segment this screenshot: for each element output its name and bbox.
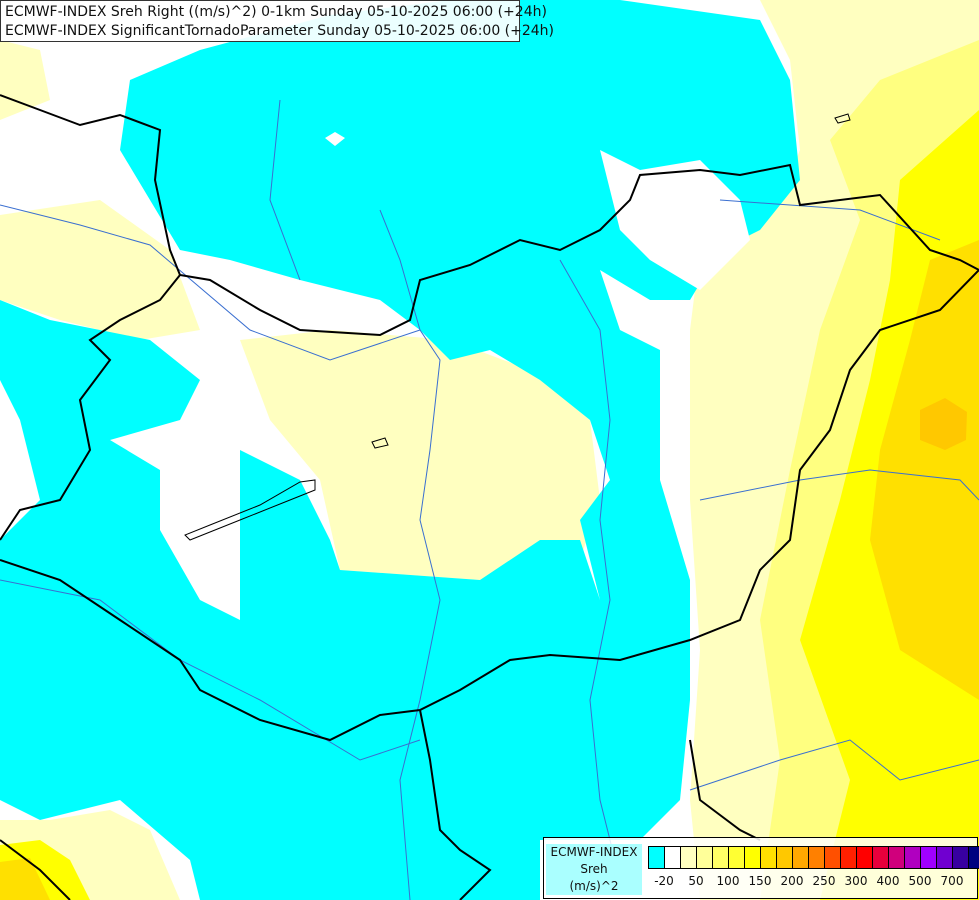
legend-tick-label: 150 xyxy=(748,874,772,888)
legend-swatch xyxy=(649,847,665,868)
legend-label-source: ECMWF-INDEX xyxy=(550,845,638,859)
sreh-zone-pale-yellow-center xyxy=(240,330,600,580)
border xyxy=(0,839,71,900)
country-borders xyxy=(0,94,979,900)
border xyxy=(0,94,979,337)
lake xyxy=(834,113,851,124)
sreh-zone-white-hole xyxy=(325,132,345,146)
legend-swatch xyxy=(745,847,761,868)
legend-tick-label: 50 xyxy=(688,874,704,888)
legend-swatch xyxy=(729,847,745,868)
sreh-zone-gold-east xyxy=(870,240,979,700)
legend-label-variable: Sreh xyxy=(580,862,608,876)
sreh-zone-orange-east xyxy=(920,398,967,450)
legend-color-bar xyxy=(648,846,979,869)
river xyxy=(269,99,301,281)
legend-tick-label: -20 xyxy=(654,874,674,888)
lake xyxy=(371,437,389,449)
legend-swatch xyxy=(889,847,905,868)
legend-tick-label: 200 xyxy=(780,874,804,888)
sreh-zone-gold-southwest xyxy=(0,858,50,900)
legend-swatch xyxy=(697,847,713,868)
border xyxy=(0,274,181,541)
legend-swatch xyxy=(665,847,681,868)
river xyxy=(699,469,979,501)
legend-swatch xyxy=(713,847,729,868)
color-legend: ECMWF-INDEX Sreh (m/s)^2 -20 50 100 150 200 2… xyxy=(543,837,979,899)
legend-tick-label: 100 xyxy=(716,874,740,888)
legend-swatch xyxy=(809,847,825,868)
legend-tick-label: 400 xyxy=(876,874,900,888)
sreh-zone-cyan-north xyxy=(0,0,800,900)
title-line-stp: ECMWF-INDEX SignificantTornadoParameter … xyxy=(5,23,555,39)
border xyxy=(0,269,979,742)
legend-swatch xyxy=(841,847,857,868)
legend-swatch xyxy=(953,847,969,868)
title-line-sreh: ECMWF-INDEX Sreh Right ((m/s)^2) 0-1km S… xyxy=(5,4,547,20)
legend-swatch xyxy=(681,847,697,868)
river xyxy=(0,204,441,900)
lake-balaton xyxy=(184,479,316,541)
legend-tick-label: 300 xyxy=(844,874,868,888)
legend-swatch xyxy=(793,847,809,868)
legend-label: ECMWF-INDEX Sreh (m/s)^2 xyxy=(546,844,642,895)
border xyxy=(419,709,492,900)
border xyxy=(689,739,761,841)
legend-tick-label: 250 xyxy=(812,874,836,888)
map-title-box: ECMWF-INDEX Sreh Right ((m/s)^2) 0-1km S… xyxy=(0,0,555,42)
legend-swatch xyxy=(873,847,889,868)
legend-swatch xyxy=(777,847,793,868)
legend-tick-label: 500 xyxy=(908,874,932,888)
legend-swatch xyxy=(857,847,873,868)
river xyxy=(559,259,621,881)
river xyxy=(719,199,941,241)
sreh-zone-white-gap xyxy=(600,150,750,290)
legend-swatch xyxy=(905,847,921,868)
lakes xyxy=(184,113,851,541)
legend-swatch xyxy=(825,847,841,868)
legend-label-unit: (m/s)^2 xyxy=(569,879,619,893)
legend-swatch xyxy=(969,847,979,868)
legend-swatch xyxy=(937,847,953,868)
river xyxy=(689,739,979,791)
legend-swatch xyxy=(761,847,777,868)
legend-swatch xyxy=(921,847,937,868)
legend-ticks: -20 50 100 150 200 250 300 400 500 700 xyxy=(648,874,970,892)
legend-tick-label: 700 xyxy=(940,874,964,888)
